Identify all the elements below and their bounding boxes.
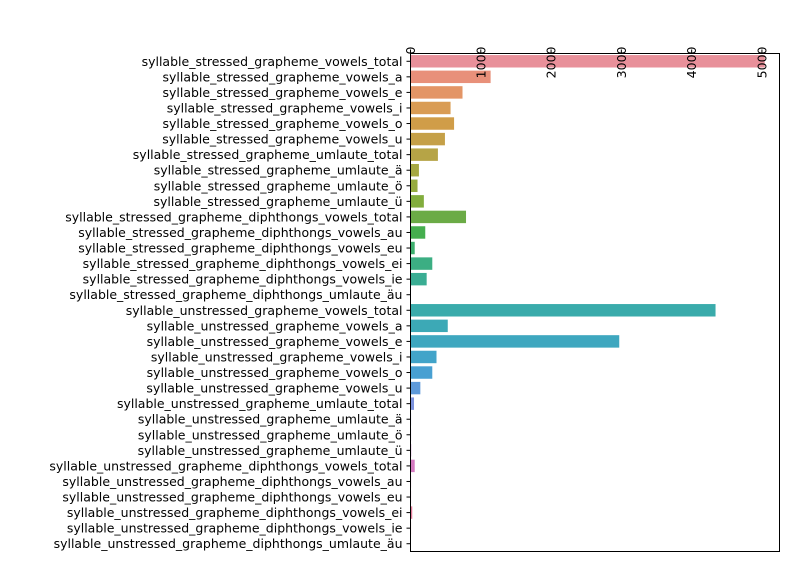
bar-16: [411, 304, 716, 316]
category-label: syllable_stressed_grapheme_vowels_o: [163, 116, 403, 131]
category-label: syllable_stressed_grapheme_umlaute_ö: [154, 178, 403, 193]
bar-19: [411, 351, 437, 363]
bar-26: [411, 460, 415, 472]
x-tick-label: 1000: [473, 46, 488, 78]
category-label: syllable_stressed_grapheme_diphthongs_vo…: [78, 241, 402, 256]
x-tick-label: 3000: [614, 46, 629, 78]
bar-18: [411, 335, 620, 347]
category-label: syllable_unstressed_grapheme_vowels_tota…: [126, 303, 403, 318]
category-label: syllable_unstressed_grapheme_umlaute_tot…: [117, 396, 403, 411]
bar-2: [411, 86, 463, 98]
category-label: syllable_stressed_grapheme_umlaute_ä: [154, 163, 403, 178]
bar-12: [411, 242, 415, 254]
category-label: syllable_stressed_grapheme_diphthongs_vo…: [78, 225, 402, 240]
category-label: syllable_unstressed_grapheme_umlaute_ü: [138, 443, 403, 458]
x-tick-label: 2000: [544, 46, 559, 78]
bar-7: [411, 164, 419, 176]
plot-frame: [411, 54, 780, 552]
category-label: syllable_unstressed_grapheme_vowels_a: [147, 318, 403, 333]
category-label: syllable_stressed_grapheme_diphthongs_vo…: [83, 256, 403, 271]
bar-3: [411, 102, 451, 114]
bar-8: [411, 180, 418, 192]
bar-10: [411, 211, 467, 223]
category-label: syllable_stressed_grapheme_diphthongs_um…: [69, 287, 402, 302]
bar-5: [411, 133, 445, 145]
category-label: syllable_stressed_grapheme_vowels_total: [142, 54, 403, 69]
category-label: syllable_stressed_grapheme_vowels_u: [162, 132, 402, 147]
bar-6: [411, 148, 438, 160]
category-label: syllable_unstressed_grapheme_diphthongs_…: [49, 458, 402, 473]
category-labels: syllable_stressed_grapheme_vowels_totals…: [49, 54, 410, 551]
bar-22: [411, 397, 415, 409]
bar-17: [411, 320, 448, 332]
bar-11: [411, 226, 426, 238]
category-label: syllable_unstressed_grapheme_vowels_e: [147, 334, 403, 349]
bar-9: [411, 195, 424, 207]
category-label: syllable_unstressed_grapheme_vowels_o: [147, 365, 403, 380]
category-label: syllable_unstressed_grapheme_diphthongs_…: [67, 521, 403, 536]
category-label: syllable_stressed_grapheme_vowels_a: [163, 69, 403, 84]
x-tick-label: 4000: [684, 46, 699, 78]
category-label: syllable_stressed_grapheme_vowels_e: [162, 85, 402, 100]
category-label: syllable_unstressed_grapheme_vowels_i: [151, 349, 403, 364]
category-label: syllable_stressed_grapheme_diphthongs_vo…: [83, 272, 403, 287]
category-label: syllable_unstressed_grapheme_vowels_u: [146, 381, 402, 396]
category-label: syllable_stressed_grapheme_vowels_i: [167, 100, 403, 115]
bar-4: [411, 117, 455, 129]
category-label: syllable_unstressed_grapheme_diphthongs_…: [54, 536, 403, 551]
bar-13: [411, 257, 433, 269]
category-label: syllable_unstressed_grapheme_umlaute_ö: [138, 427, 403, 442]
bars-layer: [411, 55, 765, 550]
category-label: syllable_stressed_grapheme_umlaute_ü: [153, 194, 402, 209]
category-label: syllable_unstressed_grapheme_diphthongs_…: [67, 505, 403, 520]
bar-0: [411, 55, 765, 67]
bar-21: [411, 382, 421, 394]
bar-20: [411, 366, 433, 378]
x-tick-label: 5000: [754, 46, 769, 78]
category-label: syllable_stressed_grapheme_diphthongs_vo…: [65, 209, 402, 224]
bar-14: [411, 273, 427, 285]
category-label: syllable_stressed_grapheme_umlaute_total: [133, 147, 403, 162]
category-label: syllable_unstressed_grapheme_diphthongs_…: [62, 490, 402, 505]
category-label: syllable_unstressed_grapheme_diphthongs_…: [62, 474, 402, 489]
category-label: syllable_unstressed_grapheme_umlaute_ä: [138, 412, 403, 427]
